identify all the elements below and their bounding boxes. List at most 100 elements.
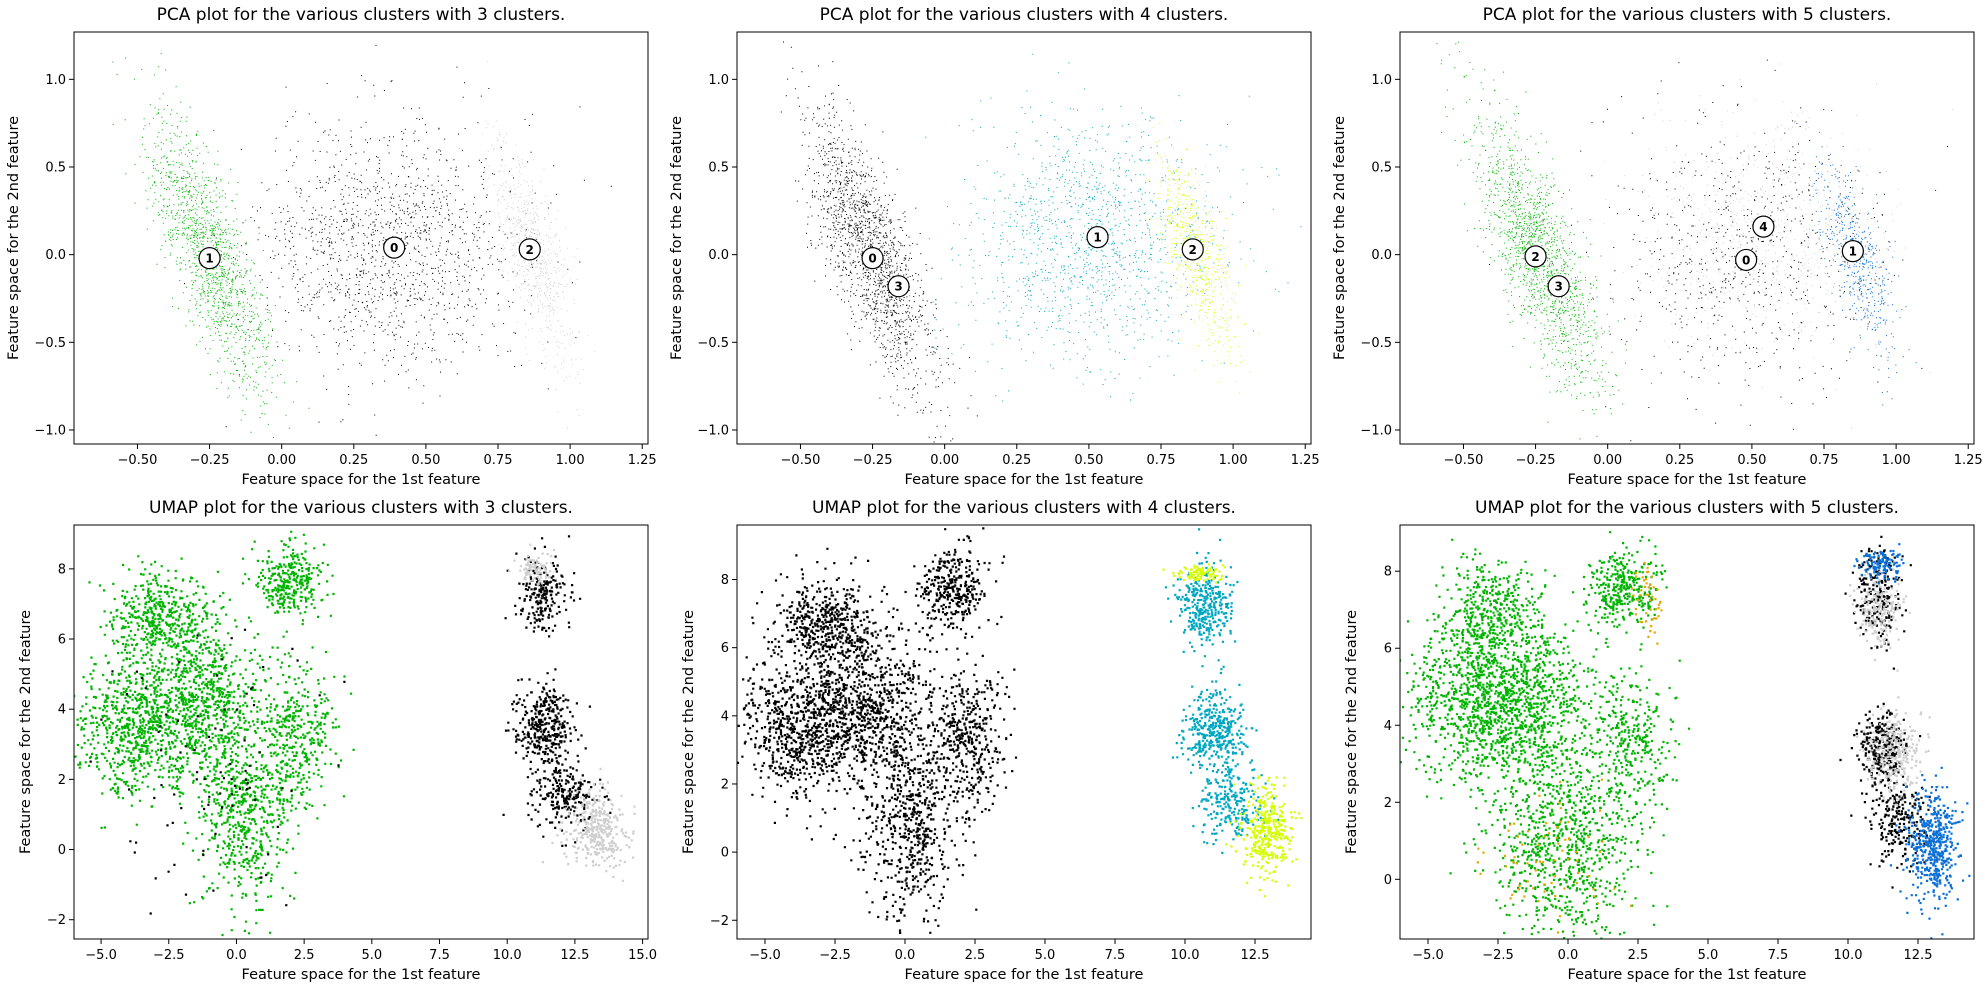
center-label: 2 xyxy=(1531,250,1539,264)
series-cluster-1 xyxy=(112,53,310,438)
x-tick-label: −2.5 xyxy=(1482,948,1514,963)
series-cluster-4 xyxy=(1567,63,1954,429)
x-tick-label: −5.0 xyxy=(749,948,781,963)
y-tick-label: 2 xyxy=(721,777,729,792)
series-cluster-4 xyxy=(1849,560,1940,806)
y-tick-label: 0.5 xyxy=(708,160,729,175)
y-tick-label: 4 xyxy=(721,709,729,724)
x-tick-label: 10.0 xyxy=(1171,948,1200,963)
y-tick-label: 6 xyxy=(721,641,729,656)
y-axis: −2 0 2 4 6 8 Feature space for the 2nd feature xyxy=(18,562,74,928)
points-cluster-2 xyxy=(1137,122,1260,394)
y-axis-label: Feature space for the 2nd feature xyxy=(1332,116,1348,360)
x-tick-label: 12.5 xyxy=(1904,948,1933,963)
center-circle xyxy=(861,247,884,270)
center-circle xyxy=(383,236,406,259)
x-axis: −5.0 −2.5 0.0 2.5 5.0 7.5 10.0 12.5 15.0 Feature … xyxy=(85,939,657,983)
y-tick-label: 0 xyxy=(58,843,66,858)
series-cluster-2 xyxy=(1137,122,1260,394)
center-circle xyxy=(1524,245,1547,268)
center-label: 0 xyxy=(390,241,398,255)
center-label: 4 xyxy=(1759,220,1767,234)
axes-frame xyxy=(73,31,649,445)
chart-umap3: UMAP plot for the various clusters with … xyxy=(18,498,657,983)
center-circle xyxy=(198,247,221,270)
points-cluster-1 xyxy=(1164,528,1280,854)
y-tick-label: 0.0 xyxy=(708,248,729,263)
cluster-center-marker: 1 xyxy=(198,247,221,270)
x-tick-label: 0.0 xyxy=(895,948,916,963)
scatter-points xyxy=(780,41,1302,443)
y-tick-label: 8 xyxy=(721,573,729,588)
x-axis: −5.0 −2.5 0.0 2.5 5.0 7.5 10.0 12.5 Feature spac… xyxy=(1412,939,1932,983)
y-tick-label: −0.5 xyxy=(1360,336,1392,351)
x-axis: −0.50 −0.25 0.00 0.25 0.50 0.75 1.00 1.25 Featur… xyxy=(781,444,1320,488)
x-tick-label: 0.50 xyxy=(1737,453,1766,468)
cluster-center-marker: 1 xyxy=(1841,240,1864,263)
x-tick-label: 0.50 xyxy=(411,453,440,468)
y-tick-label: 6 xyxy=(1384,642,1392,657)
x-axis-label: Feature space for the 1st feature xyxy=(1568,472,1807,488)
center-circle xyxy=(1181,238,1204,261)
cluster-center-marker: 4 xyxy=(1752,215,1775,238)
x-tick-label: 7.5 xyxy=(429,948,450,963)
cluster-center-marker: 0 xyxy=(1735,248,1758,272)
x-tick-label: −0.50 xyxy=(118,453,158,468)
y-axis-label: Feature space for the 2nd feature xyxy=(681,610,697,854)
y-tick-label: 1.0 xyxy=(45,73,66,88)
x-tick-label: 5.0 xyxy=(361,948,382,963)
y-tick-label: −1.0 xyxy=(34,423,66,438)
x-tick-label: 1.25 xyxy=(628,453,657,468)
x-tick-label: −0.25 xyxy=(190,453,230,468)
chart-pca3: PCA plot for the various clusters with 3… xyxy=(6,5,657,488)
points-cluster-0 xyxy=(780,41,978,443)
cluster-center-marker: 3 xyxy=(887,275,910,298)
axes-frame xyxy=(73,524,649,940)
x-tick-label: 10.0 xyxy=(1834,948,1863,963)
x-tick-label: 5.0 xyxy=(1698,948,1719,963)
x-tick-label: 1.25 xyxy=(1954,453,1983,468)
x-tick-label: 7.5 xyxy=(1768,948,1789,963)
x-tick-label: 2.5 xyxy=(965,948,986,963)
series-cluster-1 xyxy=(1164,528,1280,854)
chart-title: UMAP plot for the various clusters with … xyxy=(149,498,573,518)
points-cluster-2 xyxy=(1400,531,1691,939)
x-tick-label: 0.0 xyxy=(1558,948,1579,963)
series-cluster-1 xyxy=(74,530,355,937)
x-tick-label: 2.5 xyxy=(294,948,315,963)
y-tick-label: 0.0 xyxy=(1371,248,1392,263)
x-tick-label: 0.75 xyxy=(1147,453,1176,468)
x-tick-label: −0.25 xyxy=(1516,453,1556,468)
cluster-center-marker: 2 xyxy=(1181,238,1204,261)
cluster-center-marker: 2 xyxy=(1524,245,1547,268)
chart-pca4: PCA plot for the various clusters with 4… xyxy=(669,5,1320,488)
center-circle xyxy=(1086,226,1109,249)
scatter-points xyxy=(112,44,612,438)
x-tick-label: −5.0 xyxy=(1412,948,1444,963)
scatter-points xyxy=(1436,41,1954,442)
center-label: 1 xyxy=(1849,245,1857,259)
y-tick-label: −2 xyxy=(710,914,729,929)
x-axis: −5.0 −2.5 0.0 2.5 5.0 7.5 10.0 12.5 Feature spac… xyxy=(749,939,1269,983)
x-tick-label: −5.0 xyxy=(85,948,117,963)
y-tick-label: 8 xyxy=(58,562,66,577)
y-tick-label: 0 xyxy=(721,846,729,861)
x-axis-label: Feature space for the 1st feature xyxy=(242,967,481,983)
chart-umap5: UMAP plot for the various clusters with … xyxy=(1344,498,1975,983)
y-tick-label: −0.5 xyxy=(697,336,729,351)
y-axis-label: Feature space for the 2nd feature xyxy=(669,116,685,360)
x-tick-label: 0.75 xyxy=(484,453,513,468)
points-cluster-2 xyxy=(1162,563,1303,898)
center-circle xyxy=(1841,240,1864,263)
y-axis: −1.0 −0.5 0.0 0.5 1.0 Feature space for the 2… xyxy=(669,73,737,438)
x-axis-label: Feature space for the 1st feature xyxy=(1568,967,1807,983)
y-tick-label: −2 xyxy=(47,913,66,928)
y-tick-label: 0.5 xyxy=(1371,160,1392,175)
chart-title: PCA plot for the various clusters with 4… xyxy=(820,5,1229,25)
points-cluster-1 xyxy=(74,530,355,937)
y-tick-label: 6 xyxy=(58,633,66,648)
center-circle xyxy=(1735,248,1758,272)
x-tick-label: 5.0 xyxy=(1035,948,1056,963)
x-tick-label: 0.50 xyxy=(1074,453,1103,468)
